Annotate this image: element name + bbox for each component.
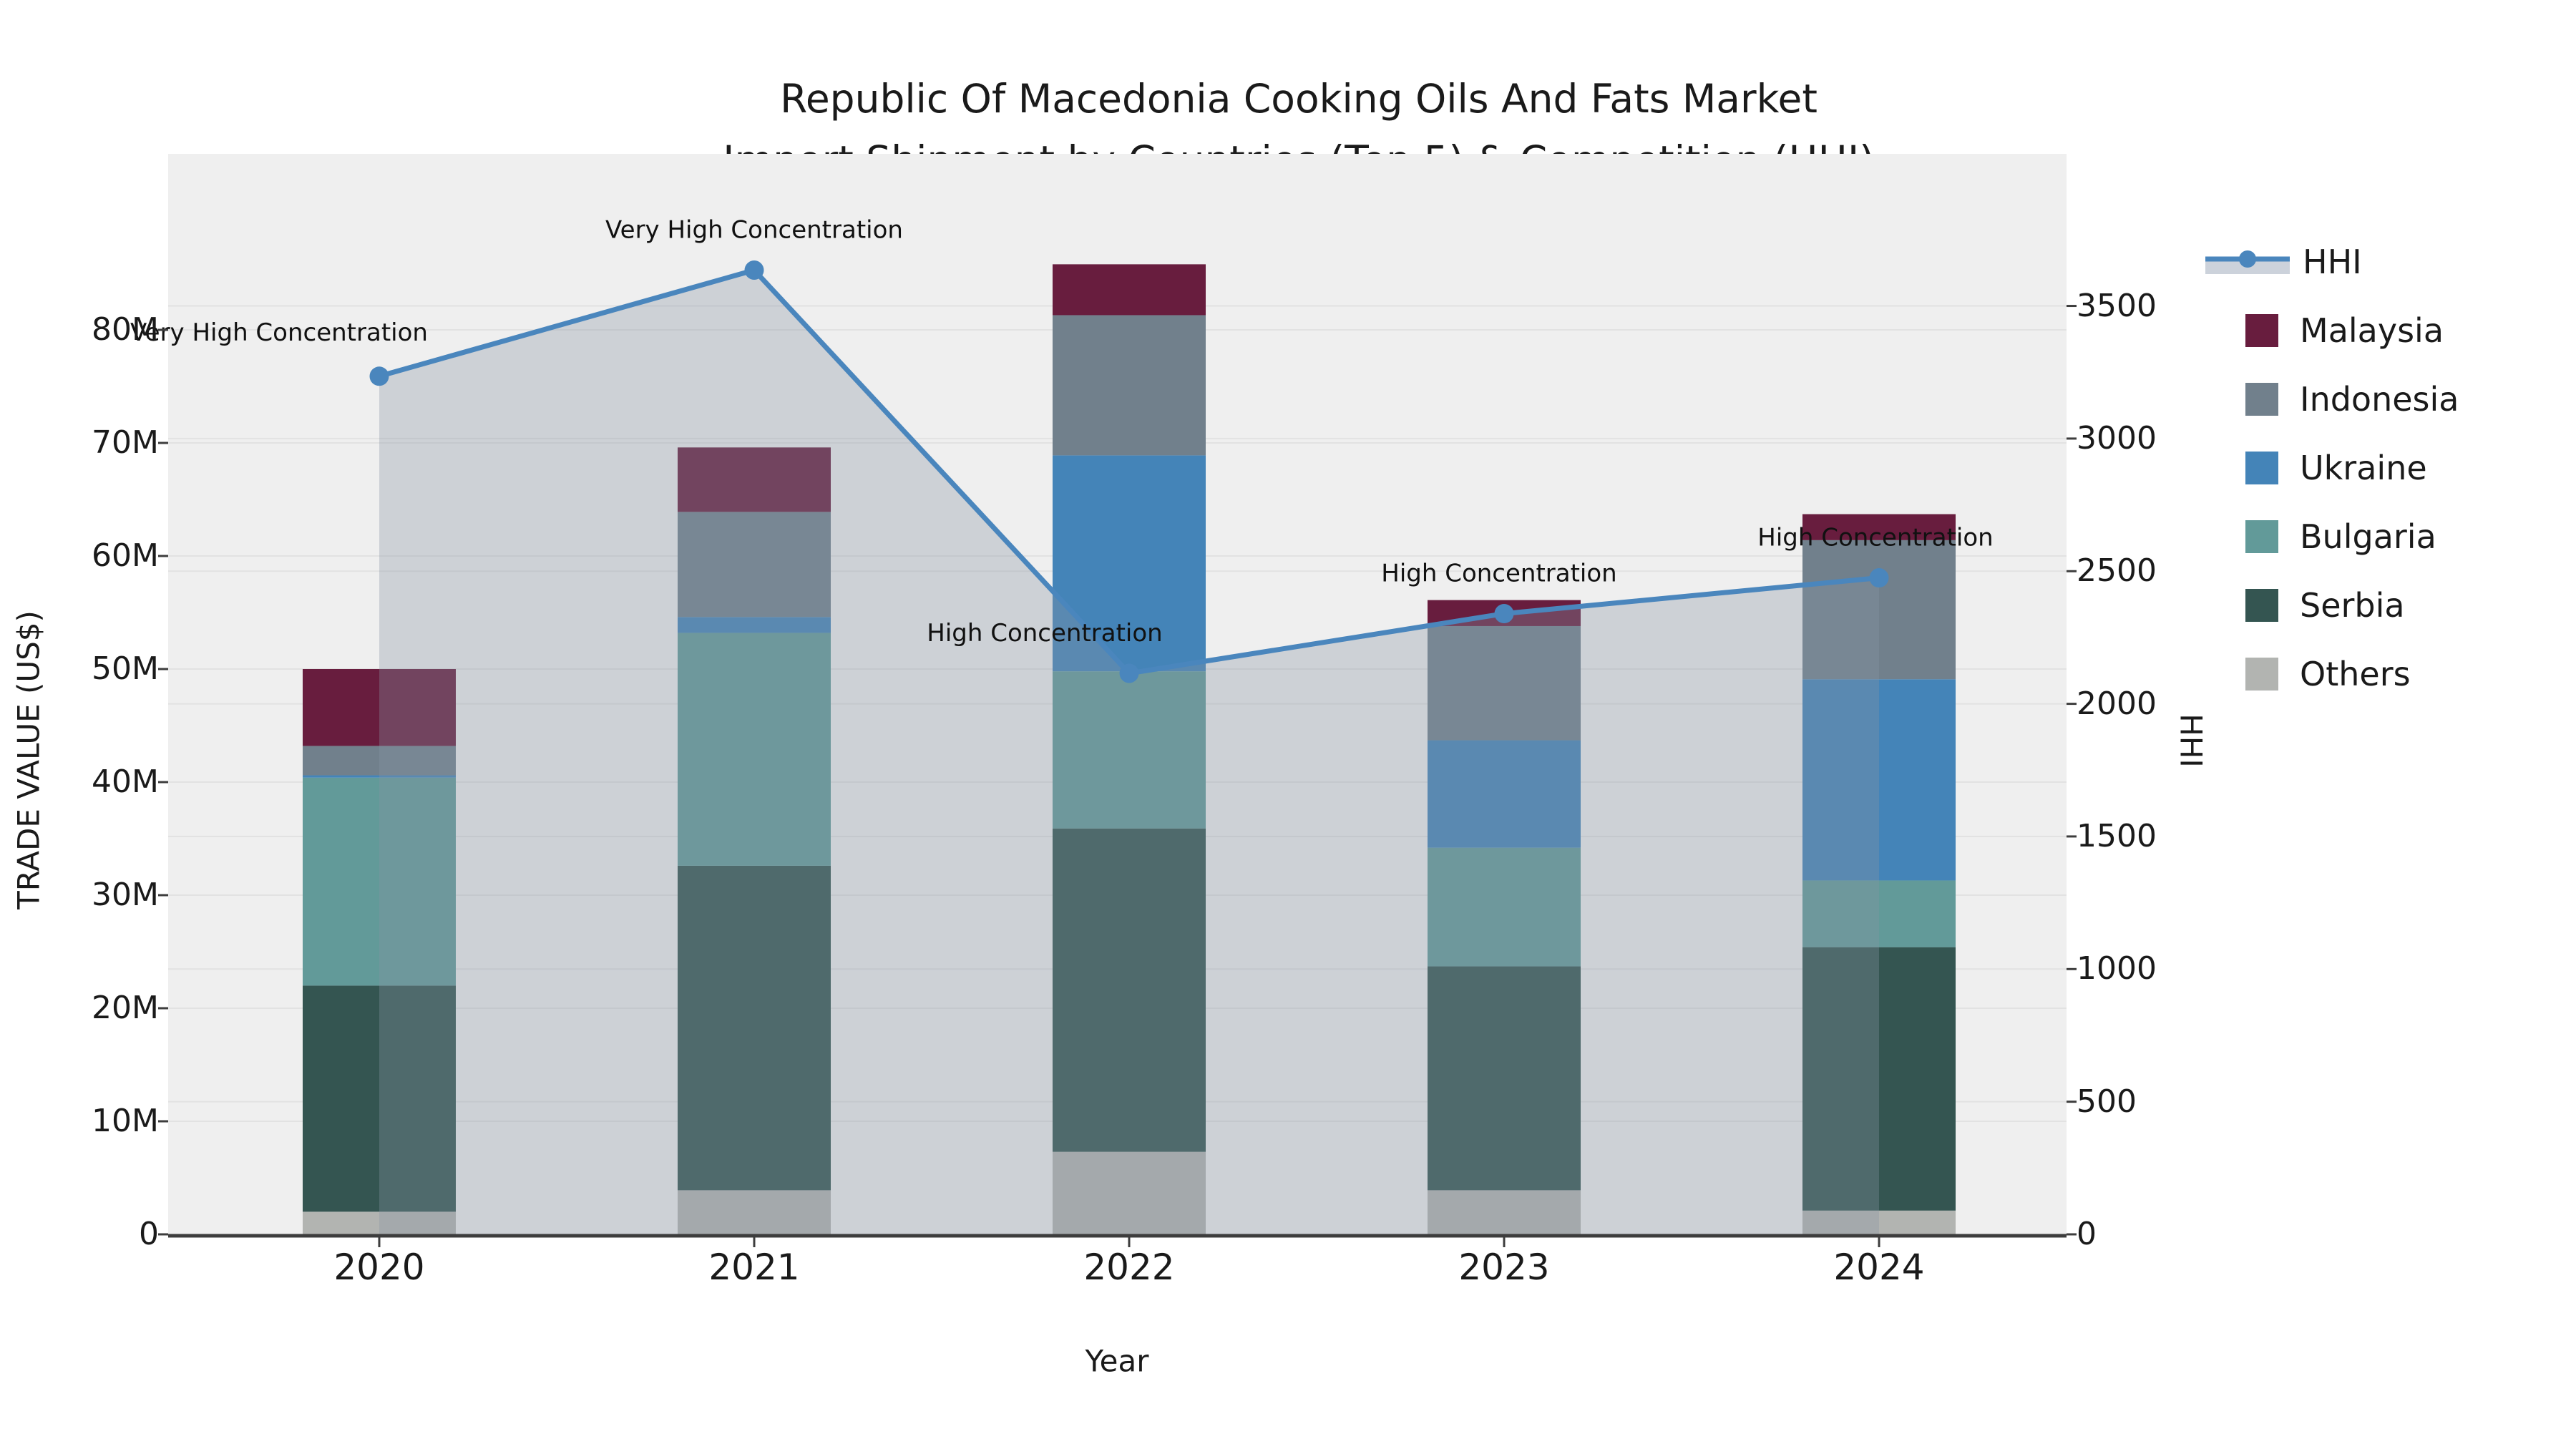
x-axis-label: Year: [1085, 1343, 1149, 1379]
bar-segment-2024-bulgaria: [1802, 880, 1956, 947]
legend-swatch-others: [2245, 658, 2278, 691]
bar-segment-2020-ukraine: [303, 775, 456, 778]
hhi-marker-2020: [369, 366, 389, 386]
y-left-tick-40M: 40M: [92, 763, 159, 800]
y-left-tick-20M: 20M: [92, 990, 159, 1026]
bar-segment-2022-bulgaria: [1053, 671, 1206, 829]
y-left-tick-0: 0: [139, 1216, 159, 1252]
bar-segment-2024-indonesia: [1802, 540, 1956, 680]
legend-item-malaysia: Malaysia: [2245, 296, 2459, 365]
bar-segment-2020-indonesia: [303, 746, 456, 776]
legend-item-indonesia: Indonesia: [2245, 365, 2459, 434]
legend: HHI Malaysia Indonesia Ukraine Bulgaria Serbi…: [2205, 228, 2459, 708]
bar-segment-2024-others: [1802, 1210, 1956, 1234]
y-left-tick-50M: 50M: [92, 650, 159, 687]
legend-swatch-bulgaria: [2245, 520, 2278, 553]
y-left-tick-30M: 30M: [92, 877, 159, 913]
y-right-tick-2500: 2500: [2077, 552, 2157, 590]
x-tick-2021: 2021: [708, 1246, 800, 1288]
legend-label-malaysia: Malaysia: [2300, 311, 2444, 350]
legend-label-bulgaria: Bulgaria: [2300, 517, 2436, 556]
x-tick-2020: 2020: [333, 1246, 425, 1288]
bar-segment-2021-malaysia: [678, 447, 831, 512]
hhi-marker-2021: [744, 260, 764, 280]
hhi-area-fill: [379, 270, 1879, 1234]
bar-segment-2024-serbia: [1802, 947, 1956, 1211]
bar-segment-2023-others: [1428, 1190, 1581, 1234]
bar-segment-2020-malaysia: [303, 669, 456, 746]
bar-segment-2023-bulgaria: [1428, 847, 1581, 967]
bar-segment-2021-indonesia: [678, 512, 831, 618]
bar-segment-2024-malaysia: [1802, 514, 1956, 540]
y-left-tick-80M: 80M: [92, 311, 159, 348]
bar-segment-2021-others: [678, 1190, 831, 1234]
legend-item-hhi: HHI: [2205, 228, 2459, 296]
y-left-tick-70M: 70M: [92, 424, 159, 461]
y-left-tick-10M: 10M: [92, 1103, 159, 1139]
bar-segment-2021-bulgaria: [678, 633, 831, 866]
bar-segment-2022-serbia: [1053, 828, 1206, 1152]
annotation-2024: High Concentration: [1757, 524, 1993, 552]
bar-segment-2020-others: [303, 1211, 456, 1234]
legend-swatch-malaysia: [2245, 314, 2278, 347]
legend-item-serbia: Serbia: [2245, 571, 2459, 640]
bar-segment-2020-bulgaria: [303, 777, 456, 986]
bar-segment-2022-malaysia: [1053, 264, 1206, 316]
legend-label-indonesia: Indonesia: [2300, 380, 2459, 419]
bar-segment-2022-others: [1053, 1151, 1206, 1234]
legend-label-hhi: HHI: [2303, 243, 2362, 281]
bar-segment-2023-serbia: [1428, 966, 1581, 1191]
y-right-tick-1000: 1000: [2077, 950, 2157, 987]
bar-segment-2021-serbia: [678, 865, 831, 1191]
legend-label-others: Others: [2300, 655, 2411, 693]
bar-segment-2022-ukraine: [1053, 455, 1206, 672]
y-right-tick-3500: 3500: [2077, 287, 2157, 324]
chart-title-line1: Republic Of Macedonia Cooking Oils And F…: [780, 76, 1818, 122]
legend-swatch-ukraine: [2245, 452, 2278, 484]
y-right-tick-3000: 3000: [2077, 419, 2157, 457]
hhi-marker-2022: [1119, 663, 1139, 683]
annotation-2020: Very High Concentration: [130, 318, 428, 347]
legend-swatch-indonesia: [2245, 383, 2278, 416]
x-tick-2023: 2023: [1458, 1246, 1550, 1288]
annotation-2023: High Concentration: [1381, 560, 1616, 588]
bar-segment-2023-indonesia: [1428, 625, 1581, 741]
legend-item-others: Others: [2245, 640, 2459, 708]
bar-segment-2023-ukraine: [1428, 740, 1581, 848]
annotation-2021: Very High Concentration: [605, 216, 903, 245]
y-right-tick-0: 0: [2077, 1216, 2097, 1252]
y-right-tick-2000: 2000: [2077, 685, 2157, 722]
legend-label-ukraine: Ukraine: [2300, 449, 2427, 487]
annotation-2022: High Concentration: [927, 619, 1162, 648]
legend-item-ukraine: Ukraine: [2245, 434, 2459, 502]
y-right-tick-500: 500: [2077, 1083, 2137, 1120]
y-left-tick-60M: 60M: [92, 537, 159, 574]
x-tick-2024: 2024: [1833, 1246, 1925, 1288]
y-right-tick-1500: 1500: [2077, 817, 2157, 854]
legend-swatch-serbia: [2245, 589, 2278, 622]
legend-label-serbia: Serbia: [2300, 586, 2405, 625]
legend-item-bulgaria: Bulgaria: [2245, 502, 2459, 571]
bar-segment-2024-ukraine: [1802, 679, 1956, 881]
hhi-line-icon: [2205, 250, 2290, 274]
hhi-marker-2024: [1869, 568, 1889, 588]
hhi-marker-2023: [1494, 604, 1514, 624]
bar-segment-2022-indonesia: [1053, 315, 1206, 456]
x-tick-2022: 2022: [1083, 1246, 1175, 1288]
bar-segment-2021-ukraine: [678, 617, 831, 633]
bar-segment-2020-serbia: [303, 985, 456, 1212]
